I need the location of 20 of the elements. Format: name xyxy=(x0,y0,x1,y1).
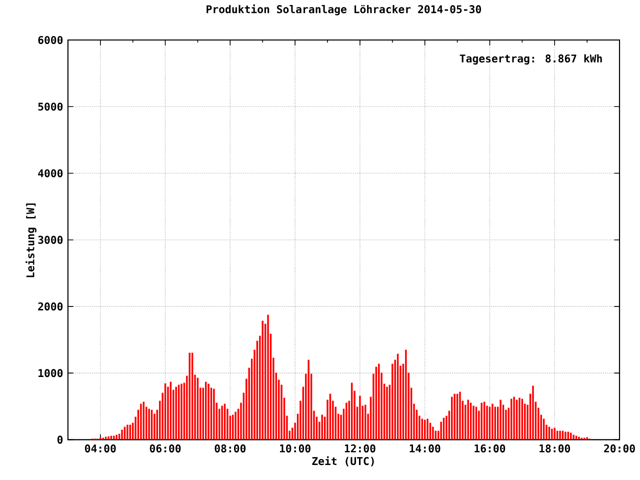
y-tick-label: 1000 xyxy=(38,369,63,378)
x-tick-label: 06:00 xyxy=(150,444,181,453)
x-tick-label: 14:00 xyxy=(410,444,440,453)
chart-title: Produktion Solaranlage Löhracker 2014-05-30 xyxy=(206,4,482,16)
annotation: Tagesertrag: 8.867 kWh xyxy=(460,54,602,65)
x-tick-label: 16:00 xyxy=(474,444,506,453)
y-tick-label: 0 xyxy=(57,436,63,444)
y-axis-title: Leistung [W] xyxy=(26,204,36,278)
y-tick-label: 4000 xyxy=(38,169,63,178)
x-tick-label: 10:00 xyxy=(280,444,310,453)
y-tick-label: 3000 xyxy=(38,236,63,244)
x-tick-label: 18:00 xyxy=(540,444,570,453)
x-tick-label: 20:00 xyxy=(604,444,635,453)
x-tick-label: 08:00 xyxy=(214,444,246,453)
y-tick-label: 2000 xyxy=(38,302,63,311)
x-tick-label: 12:00 xyxy=(344,444,376,453)
x-axis-title: Zeit (UTC) xyxy=(312,456,374,467)
y-tick-label: 6000 xyxy=(38,36,63,44)
y-tick-label: 5000 xyxy=(38,102,63,111)
x-tick-label: 04:00 xyxy=(85,444,116,453)
